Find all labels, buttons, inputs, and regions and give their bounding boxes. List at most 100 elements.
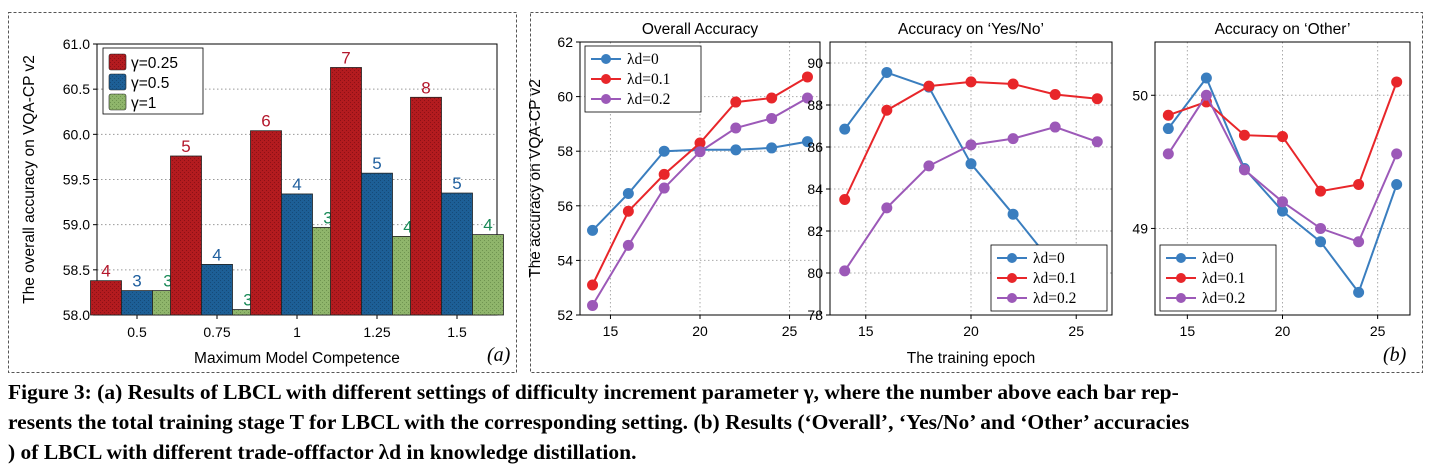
bar [250,130,282,316]
legend-marker [1176,253,1186,263]
y-tick-label: 56 [557,198,573,214]
data-point [622,205,634,217]
bar-label: 3 [243,291,252,310]
y-tick-label: 58.0 [63,307,90,323]
legend-label: γ=0.25 [131,55,178,72]
panel-b-tag: (b) [1383,344,1407,366]
data-point [801,136,813,148]
panel-b-frame [530,12,1423,373]
bar [90,280,122,316]
data-point [839,194,851,205]
data-point [965,139,977,151]
legend-label: λd=0.1 [1033,270,1076,287]
chart-title: Accuracy on ‘Yes/No’ [898,21,1044,38]
data-point [730,122,742,134]
data-point [622,188,634,200]
data-point [1238,129,1250,141]
data-point [1162,148,1174,160]
y-tick-label: 58.5 [63,262,90,278]
bar [281,193,313,316]
data-point [1277,196,1288,208]
series-line [1167,93,1398,244]
data-point [839,123,851,135]
plot-frame [829,41,1113,316]
legend-marker [1007,253,1017,263]
legend-marker [1007,273,1017,283]
data-point [1049,89,1061,100]
legend-label: λd=0 [1202,250,1234,267]
data-point [587,299,599,311]
data-point [658,168,670,180]
data-point [766,112,778,124]
data-point [766,142,778,154]
bar-label: 5 [452,174,461,193]
legend-swatch [108,93,127,111]
caption-line-2: resents the total training stage T for L… [8,410,1190,434]
data-point [1007,208,1019,220]
bar [361,172,393,316]
data-point [1007,78,1019,90]
data-point [587,224,599,236]
y-tick-label: 52 [557,307,573,323]
y-tick-label: 58 [557,143,573,159]
bar-chart: 58.0 58.5 59.0 59.5 60.0 60.5 61.0 0.5 4 3 3 0.75 5 4… [21,36,504,367]
legend-marker [601,94,611,104]
bar-label: 4 [212,245,221,264]
bar-label: 5 [372,154,381,173]
data-point [1391,178,1403,190]
data-point [801,71,813,83]
data-point [1091,136,1103,148]
data-point [881,66,893,78]
y-tick-label: 61.0 [63,36,90,52]
y-tick-label: 60 [557,89,573,105]
bar-label: 4 [292,175,301,194]
data-point [1391,148,1403,160]
caption-line-1: Figure 3: (a) Results of LBCL with diffe… [8,380,1179,404]
data-point [1162,109,1174,121]
legend-label: λd=0 [1033,250,1065,267]
y-tick-label: 86 [807,139,823,155]
x-tick-label: 15 [858,323,874,339]
panel-a-tag: (a) [487,344,511,366]
data-point [1162,123,1174,135]
data-point [1315,185,1327,197]
data-point [923,80,935,92]
data-point [1238,164,1250,176]
data-point [923,160,935,172]
caption-line-3: ) of LBCL with different trade-offfactor… [8,440,637,464]
legend: λd=0 λd=0.1 λd=0.2 [990,244,1108,312]
legend: γ=0.25 γ=0.5 γ=1 [102,47,204,115]
data-point [1315,236,1327,248]
legend-marker [1176,273,1186,283]
bar-label: 3 [132,272,141,291]
legend-label: γ=0.5 [131,75,169,92]
x-tick-label: 1.25 [363,324,390,340]
bar-label: 4 [483,216,492,235]
legend-marker [601,74,611,84]
x-tick-label: 15 [1180,323,1196,339]
x-tick-label: 20 [963,323,979,339]
data-point [1353,286,1365,298]
data-point [881,202,893,214]
data-point [839,265,851,277]
legend-label: λd=0.2 [627,91,670,108]
x-tick-label: 25 [1370,323,1386,339]
data-point [801,92,813,104]
x-axis-label: Maximum Model Competence [194,350,400,367]
x-tick-label: 25 [782,323,798,339]
y-tick-label: 84 [807,181,823,197]
legend-marker [1007,293,1017,303]
bar [441,192,473,316]
figure-caption: Figure 3: (a) Results of LBCL with diffe… [8,377,1422,467]
y-tick-label: 60.0 [63,126,90,142]
y-tick-label: 88 [807,97,823,113]
data-point [965,158,977,170]
legend-swatch [108,73,127,91]
data-point [1049,121,1061,133]
legend-label: λd=0.2 [1202,290,1245,307]
legend-label: λd=0.2 [1033,290,1076,307]
line-chart-yesno: 78 80 82 84 86 88 90 15 20 25 Accuracy on ‘Yes/No’… [807,21,1113,367]
x-tick-label: 20 [692,323,708,339]
bar [170,155,202,316]
x-axis-label: The training epoch [907,350,1035,367]
